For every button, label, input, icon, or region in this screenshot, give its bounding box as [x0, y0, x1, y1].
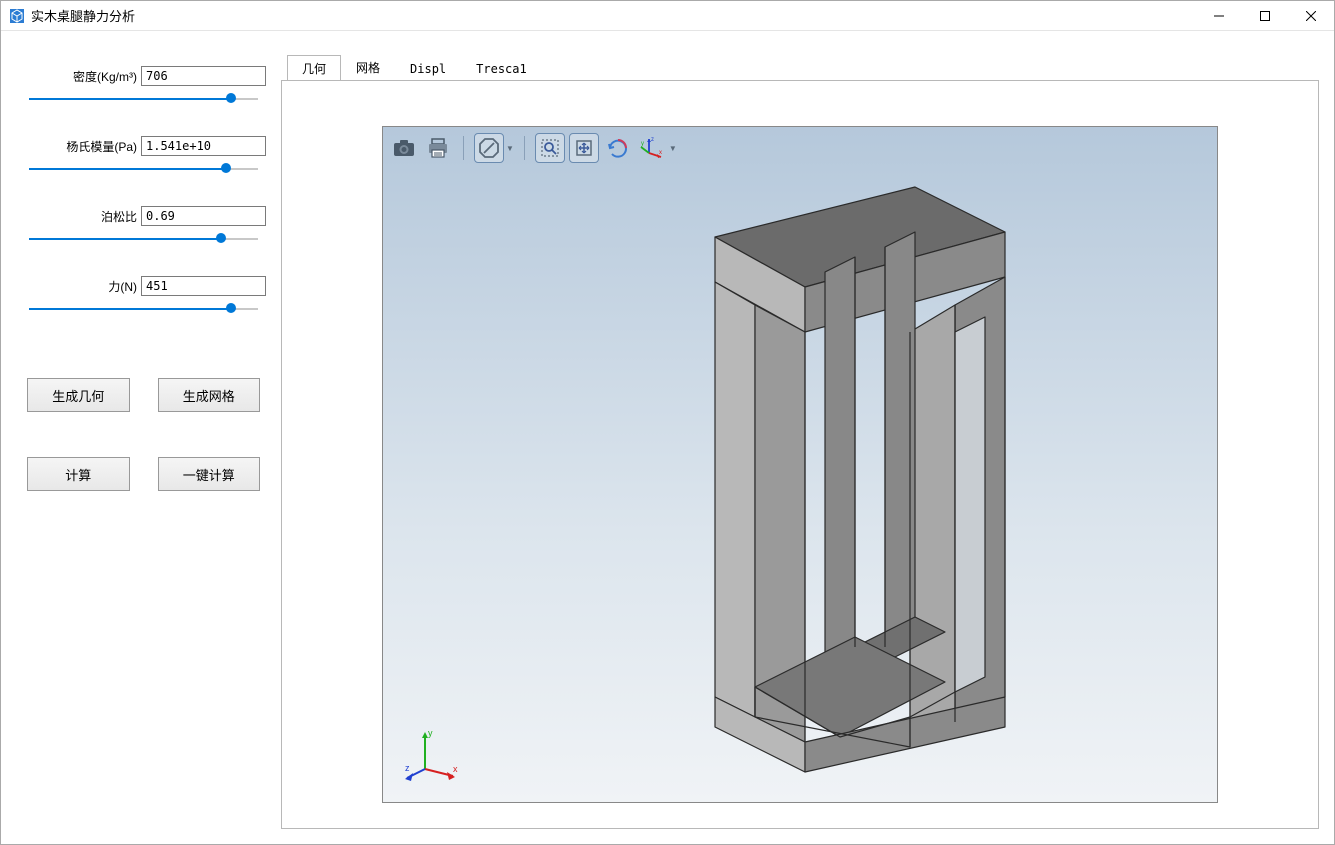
geometry-render: [585, 177, 1015, 777]
svg-text:z: z: [651, 137, 654, 143]
print-icon[interactable]: [423, 133, 453, 163]
tab-content: ▼ z x y ▼: [281, 80, 1319, 829]
density-slider[interactable]: [29, 90, 258, 108]
svg-text:x: x: [659, 150, 662, 156]
axis-triad: y x z: [403, 724, 463, 784]
tab-tresca[interactable]: Tresca1: [461, 57, 542, 80]
density-label: 密度(Kg/m³): [73, 68, 137, 85]
force-label: 力(N): [108, 278, 137, 295]
compute-button[interactable]: 计算: [27, 457, 130, 491]
action-buttons: 生成几何 生成网格 计算 一键计算: [21, 378, 266, 491]
generate-mesh-button[interactable]: 生成网格: [158, 378, 261, 412]
param-density: 密度(Kg/m³): [21, 66, 266, 108]
minimize-button[interactable]: [1196, 1, 1242, 30]
force-slider[interactable]: [29, 300, 258, 318]
poisson-input[interactable]: [141, 206, 266, 226]
rotate-icon[interactable]: [603, 133, 633, 163]
viewer-3d[interactable]: ▼ z x y ▼: [382, 126, 1218, 803]
density-input[interactable]: [141, 66, 266, 86]
app-icon: [9, 8, 25, 24]
youngs-label: 杨氏模量(Pa): [66, 138, 137, 155]
main-panel: 几何 网格 Displ Tresca1: [281, 56, 1319, 829]
maximize-button[interactable]: [1242, 1, 1288, 30]
svg-text:z: z: [405, 763, 410, 773]
svg-text:y: y: [641, 141, 644, 147]
force-input[interactable]: [141, 276, 266, 296]
zoom-rect-icon[interactable]: [535, 133, 565, 163]
sidebar: 密度(Kg/m³) 杨氏模量(Pa): [16, 56, 271, 829]
close-button[interactable]: [1288, 1, 1334, 30]
poisson-slider[interactable]: [29, 230, 258, 248]
tab-mesh[interactable]: 网格: [341, 54, 395, 80]
poisson-label: 泊松比: [101, 208, 137, 225]
param-force: 力(N): [21, 276, 266, 318]
content-area: 密度(Kg/m³) 杨氏模量(Pa): [1, 31, 1334, 844]
fit-view-icon[interactable]: [569, 133, 599, 163]
param-youngs-modulus: 杨氏模量(Pa): [21, 136, 266, 178]
camera-icon[interactable]: [389, 133, 419, 163]
param-poisson: 泊松比: [21, 206, 266, 248]
titlebar: 实木桌腿静力分析: [1, 1, 1334, 31]
tab-geometry[interactable]: 几何: [287, 55, 341, 81]
svg-text:y: y: [428, 728, 433, 738]
window-controls: [1196, 1, 1334, 30]
dropdown-arrow-icon[interactable]: ▼: [669, 144, 677, 153]
toolbar-separator: [524, 136, 525, 160]
axes-icon[interactable]: z x y: [637, 133, 667, 163]
window-title: 实木桌腿静力分析: [31, 6, 1196, 25]
one-click-compute-button[interactable]: 一键计算: [158, 457, 261, 491]
svg-text:x: x: [453, 764, 458, 774]
dropdown-arrow-icon[interactable]: ▼: [506, 144, 514, 153]
toolbar-separator: [463, 136, 464, 160]
generate-geometry-button[interactable]: 生成几何: [27, 378, 130, 412]
app-window: 实木桌腿静力分析 密度(Kg/m³) 杨氏模量(: [0, 0, 1335, 845]
tab-displ[interactable]: Displ: [395, 57, 461, 80]
youngs-slider[interactable]: [29, 160, 258, 178]
forbid-icon[interactable]: [474, 133, 504, 163]
tab-bar: 几何 网格 Displ Tresca1: [281, 56, 1319, 80]
viewer-toolbar: ▼ z x y ▼: [389, 133, 677, 163]
youngs-input[interactable]: [141, 136, 266, 156]
